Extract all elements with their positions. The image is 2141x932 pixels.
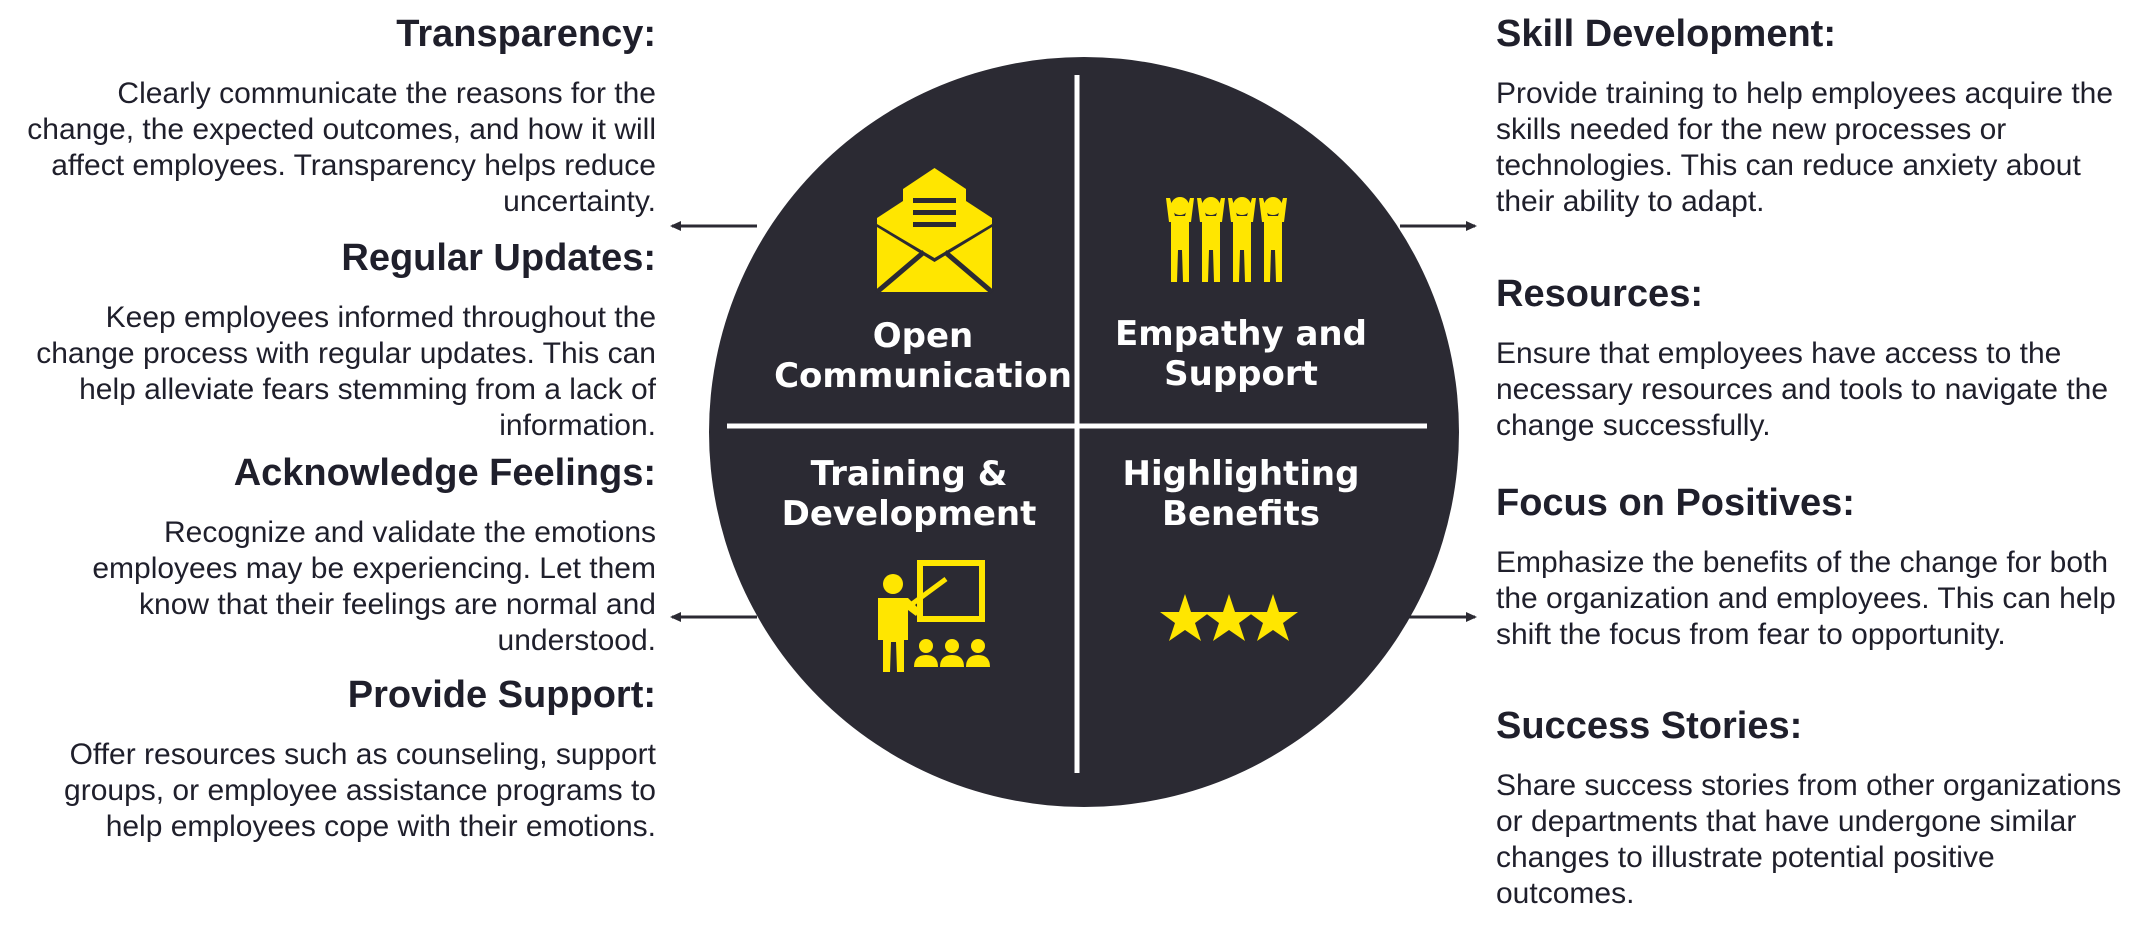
label-highlighting-benefits-line2: Benefits <box>1162 494 1320 534</box>
section-focus-on-positives: Focus on Positives: Emphasize the benefi… <box>1496 481 2126 653</box>
heading-transparency: Transparency: <box>396 13 656 55</box>
heading-skill-development: Skill Development: <box>1496 13 1836 55</box>
heading-focus-on-positives: Focus on Positives: <box>1496 482 1855 524</box>
section-acknowledge-feelings: Acknowledge Feelings: Recognize and vali… <box>16 451 656 659</box>
section-resources: Resources: Ensure that employees have ac… <box>1496 272 2126 444</box>
people-cheering-icon <box>1166 197 1287 282</box>
text-transparency: Clearly communicate the reasons for the … <box>27 77 656 218</box>
heading-regular-updates: Regular Updates: <box>341 237 656 279</box>
heading-acknowledge-feelings: Acknowledge Feelings: <box>233 452 656 494</box>
section-success-stories: Success Stories: Share success stories f… <box>1496 704 2126 912</box>
section-provide-support: Provide Support: Offer resources such as… <box>16 673 656 845</box>
stars-icon <box>1160 594 1298 641</box>
label-open-communication-line1: Open <box>873 316 974 356</box>
heading-provide-support: Provide Support: <box>347 674 656 716</box>
teacher-presentation-icon <box>878 560 990 672</box>
envelope-icon <box>875 168 994 294</box>
label-training-development-line1: Training & <box>811 454 1008 494</box>
text-provide-support: Offer resources such as counseling, supp… <box>64 738 656 843</box>
section-regular-updates: Regular Updates: Keep employees informed… <box>16 236 656 444</box>
label-training-development-line2: Development <box>782 494 1037 534</box>
text-focus-on-positives: Emphasize the benefits of the change for… <box>1496 546 2116 651</box>
section-transparency: Transparency: Clearly communicate the re… <box>16 12 656 220</box>
text-acknowledge-feelings: Recognize and validate the emotions empl… <box>92 516 656 657</box>
diagram-circle <box>709 57 1459 807</box>
label-highlighting-benefits-line1: Highlighting <box>1123 454 1360 494</box>
text-success-stories: Share success stories from other organiz… <box>1496 769 2122 910</box>
label-empathy-support-line2: Support <box>1164 354 1318 394</box>
section-skill-development: Skill Development: Provide training to h… <box>1496 12 2126 220</box>
heading-resources: Resources: <box>1496 273 1703 315</box>
text-resources: Ensure that employees have access to the… <box>1496 337 2109 442</box>
label-open-communication-line2: Communication <box>774 356 1072 396</box>
heading-success-stories: Success Stories: <box>1496 705 1803 747</box>
text-regular-updates: Keep employees informed throughout the c… <box>36 301 656 442</box>
text-skill-development: Provide training to help employees acqui… <box>1496 77 2114 218</box>
label-empathy-support-line1: Empathy and <box>1115 314 1367 354</box>
